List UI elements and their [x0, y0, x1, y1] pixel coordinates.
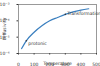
svg-text:0: 0 [17, 62, 20, 66]
svg-text:500: 500 [92, 62, 100, 66]
svg-text:protonic: protonic [28, 41, 47, 46]
svg-text:10⁻⁶: 10⁻⁶ [0, 51, 10, 56]
svg-text:Diffusivity: Diffusivity [2, 17, 7, 40]
svg-text:Transformation: Transformation [66, 11, 100, 16]
svg-text:100: 100 [30, 62, 39, 66]
svg-text:10⁻³: 10⁻³ [0, 2, 10, 7]
svg-text:400: 400 [77, 62, 86, 66]
svg-text:Temperature: Temperature [42, 61, 72, 66]
